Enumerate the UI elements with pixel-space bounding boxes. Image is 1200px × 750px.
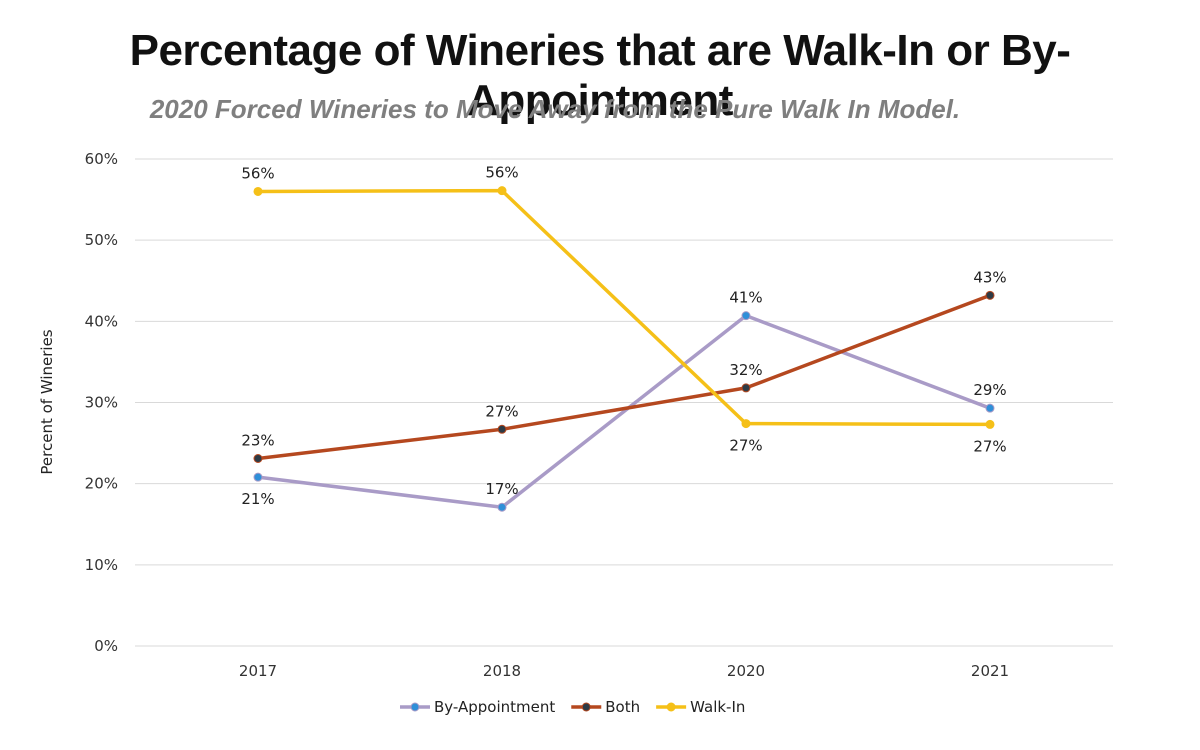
data-point-walk-in <box>497 186 507 196</box>
data-label-walk-in: 27% <box>729 437 762 455</box>
x-tick-label: 2021 <box>971 662 1009 680</box>
grid-lines <box>135 158 1113 647</box>
data-label-both: 43% <box>973 268 1006 286</box>
data-label-walk-in: 27% <box>973 437 1006 455</box>
x-tick-label: 2020 <box>727 662 765 680</box>
y-tick-label: 40% <box>85 312 118 330</box>
legend-marker-by-appointment <box>410 702 420 712</box>
y-tick-label: 20% <box>85 475 118 493</box>
series-markers <box>253 186 995 512</box>
legend-marker-both <box>581 702 591 712</box>
series-lines <box>257 188 991 509</box>
data-label-both: 23% <box>241 432 274 450</box>
data-point-walk-in <box>741 419 751 429</box>
data-point-both <box>253 454 263 464</box>
data-label-walk-in: 56% <box>241 164 274 182</box>
data-label-by-appointment: 17% <box>485 480 518 498</box>
chart-subtitle: 2020 Forced Wineries to Move Away from t… <box>149 94 961 124</box>
data-point-by-appointment <box>741 311 751 321</box>
legend-label-both: Both <box>605 698 640 716</box>
y-tick-label: 60% <box>85 150 118 168</box>
y-tick-label: 10% <box>85 556 118 574</box>
series-line-walk-in <box>257 188 991 427</box>
data-point-by-appointment <box>497 502 507 512</box>
data-point-both <box>497 424 507 434</box>
x-tick-label: 2018 <box>483 662 521 680</box>
chart-title: Percentage of Wineries that are Walk-In … <box>129 26 1071 125</box>
y-axis-ticks: 0% 10% 20% 30% 40% 50% 60% <box>85 150 118 655</box>
x-tick-label: 2017 <box>239 662 277 680</box>
legend-label-by-appointment: By-Appointment <box>434 698 555 716</box>
data-point-both <box>741 383 751 393</box>
series-line-both <box>257 293 991 461</box>
data-point-by-appointment <box>985 403 995 413</box>
data-label-by-appointment: 41% <box>729 289 762 307</box>
data-label-both: 32% <box>729 361 762 379</box>
data-labels: 21% 17% 41% 29% 23% 27% 32% 43% 56% 56% 27% 27% <box>241 164 1006 509</box>
y-tick-label: 0% <box>94 637 118 655</box>
legend-label-walk-in: Walk-In <box>690 698 745 716</box>
y-tick-label: 30% <box>85 394 118 412</box>
data-label-by-appointment: 21% <box>241 490 274 508</box>
series-line-by-appointment <box>257 313 991 509</box>
data-point-both <box>985 290 995 300</box>
data-point-walk-in <box>253 186 263 196</box>
data-label-by-appointment: 29% <box>973 381 1006 399</box>
data-point-by-appointment <box>253 472 263 482</box>
data-point-walk-in <box>985 419 995 429</box>
y-tick-label: 50% <box>85 231 118 249</box>
legend-marker-walk-in <box>666 702 676 712</box>
legend: By-Appointment Both Walk-In <box>400 698 745 716</box>
data-label-walk-in: 56% <box>485 164 518 182</box>
data-label-both: 27% <box>485 402 518 420</box>
x-axis-ticks: 2017 2018 2020 2021 <box>239 662 1009 680</box>
y-axis-label: Percent of Wineries <box>38 329 56 474</box>
